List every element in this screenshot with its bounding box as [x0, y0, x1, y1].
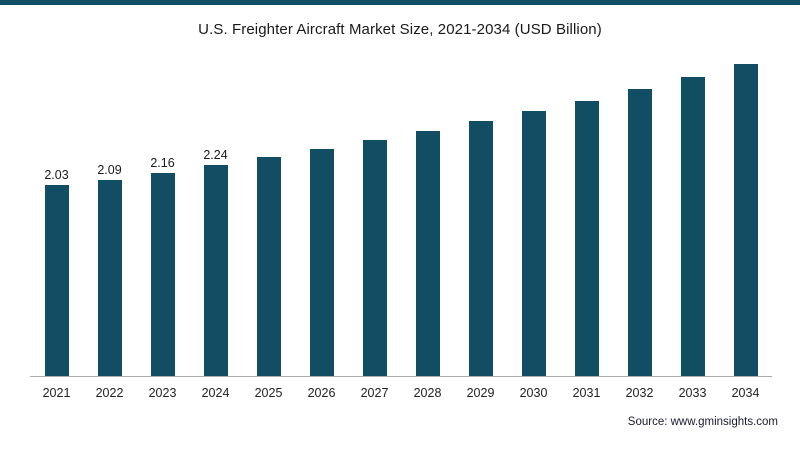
x-axis-tick-label: 2025	[254, 386, 283, 400]
bar-column: 2.09	[83, 162, 136, 376]
top-accent-border	[0, 0, 800, 5]
bar-value-label: 2.24	[203, 147, 228, 162]
bar	[521, 111, 546, 376]
x-axis-tick-label: 2021	[42, 386, 71, 400]
bar-value-label: 2.03	[44, 167, 69, 182]
x-axis-tick-label: 2023	[148, 386, 177, 400]
x-axis-tick-label: 2028	[413, 386, 442, 400]
bar-column: 2.24	[189, 147, 242, 376]
bar	[733, 64, 758, 376]
bar-chart: 2.03 2.09 2.16 2.24 2021 2022 2023 2024 2025 202…	[30, 44, 772, 400]
bar	[415, 131, 440, 376]
bar-column	[560, 97, 613, 376]
bar-column	[454, 117, 507, 376]
bar-column	[666, 73, 719, 376]
bar	[256, 157, 281, 376]
bar	[680, 77, 705, 376]
bar-value-label: 2.16	[150, 155, 175, 170]
x-axis-tick-label: 2026	[307, 386, 336, 400]
bar	[627, 89, 652, 376]
bar-column	[613, 85, 666, 376]
bar-column: 2.16	[136, 155, 189, 376]
x-axis-tick-label: 2024	[201, 386, 230, 400]
bar	[468, 121, 493, 376]
bar	[574, 101, 599, 376]
x-axis-tick-label: 2030	[519, 386, 548, 400]
bar	[97, 180, 122, 376]
bar	[203, 165, 228, 376]
x-axis-tick-label: 2031	[572, 386, 601, 400]
bar	[44, 185, 69, 376]
bar	[150, 173, 175, 376]
x-axis-tick-label: 2027	[360, 386, 389, 400]
x-axis-labels: 2021 2022 2023 2024 2025 2026 2027 2028 2029 2030…	[30, 386, 772, 400]
bar-column	[507, 107, 560, 376]
x-axis-tick-label: 2033	[678, 386, 707, 400]
bar-value-label: 2.09	[97, 162, 122, 177]
bar-column: 2.03	[30, 167, 83, 376]
x-axis-tick-label: 2022	[95, 386, 124, 400]
bar-column	[242, 153, 295, 376]
chart-title: U.S. Freighter Aircraft Market Size, 202…	[198, 21, 602, 38]
x-axis-tick-label: 2034	[731, 386, 760, 400]
source-attribution: Source: www.gminsights.com	[627, 416, 778, 428]
bar	[309, 149, 334, 376]
bar-column	[401, 127, 454, 376]
bar	[362, 140, 387, 376]
x-axis-tick-label: 2032	[625, 386, 654, 400]
bar-column	[295, 145, 348, 376]
plot-area: 2.03 2.09 2.16 2.24	[30, 44, 772, 377]
bar-column	[719, 60, 772, 376]
x-axis-tick-label: 2029	[466, 386, 495, 400]
bar-column	[348, 136, 401, 376]
